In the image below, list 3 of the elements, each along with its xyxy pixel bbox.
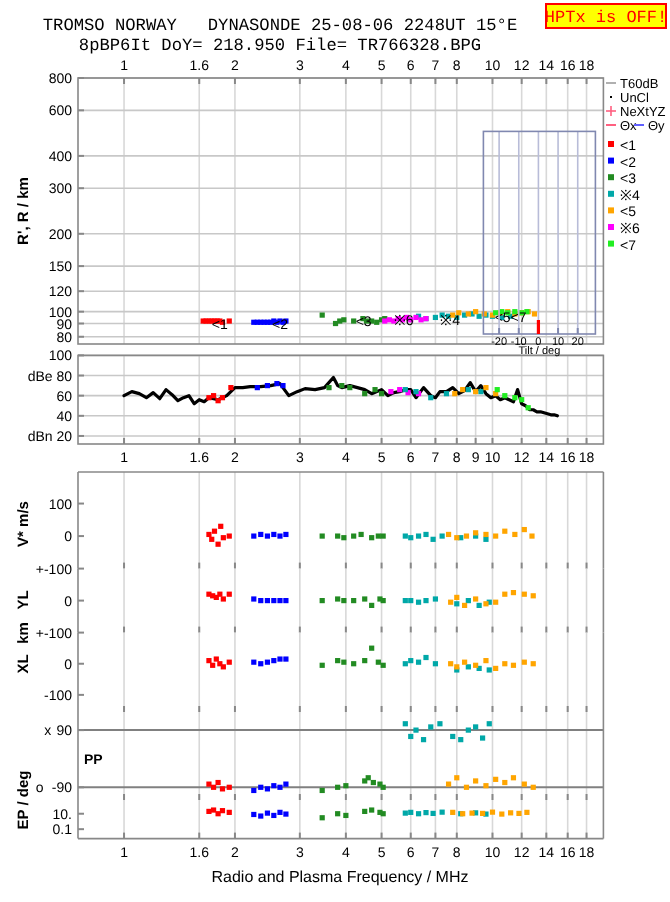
chart-subtitle: 8pBP6It DoY= 218.950 File= TR766328.BPG: [78, 36, 482, 56]
x-axis-title: Radio and Plasma Frequency / MHz: [211, 868, 469, 886]
chart-title: TROMSO NORWAY DYNASONDE 25-08-06 2248UT 15°E: [42, 16, 518, 36]
